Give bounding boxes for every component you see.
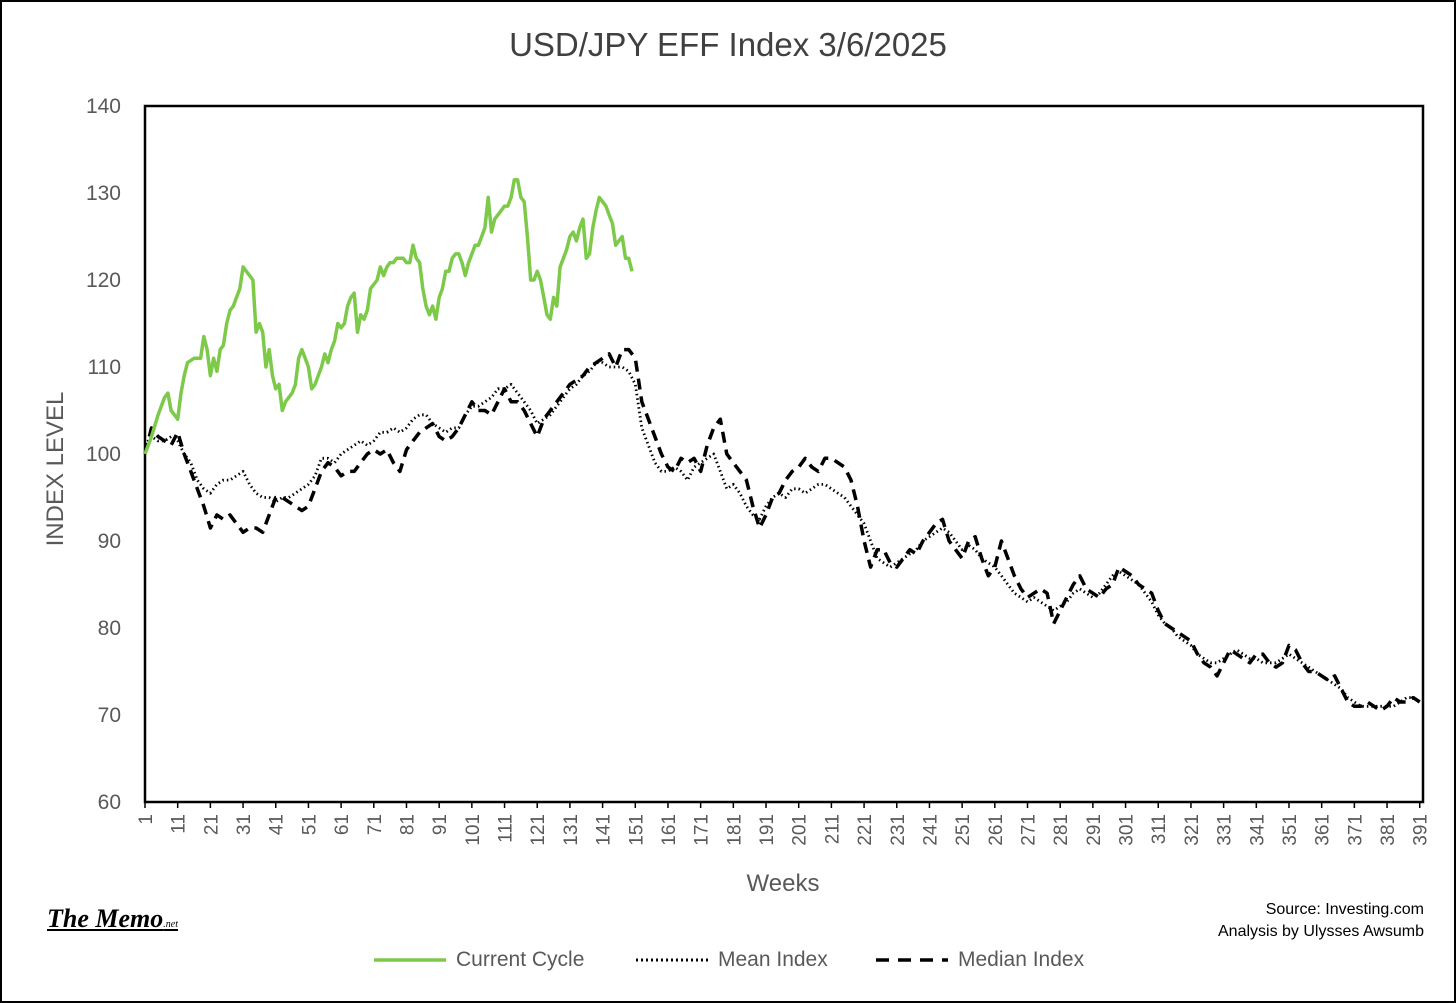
legend-label: Median Index (958, 948, 1085, 971)
legend-label: Mean Index (718, 948, 828, 971)
x-tick-label: 1 (136, 814, 157, 825)
chart-title: USD/JPY EFF Index 3/6/2025 (509, 26, 947, 63)
y-tick-label: 110 (88, 356, 121, 379)
x-axis-label: Weeks (746, 870, 820, 897)
x-tick-label: 21 (201, 814, 222, 835)
x-tick-label: 211 (822, 814, 843, 844)
brand-name: The Memo (47, 904, 164, 933)
x-tick-label: 151 (626, 814, 647, 846)
x-tick-label: 251 (953, 814, 974, 846)
x-tick-label: 301 (1117, 814, 1138, 846)
series-median-index-line (143, 347, 1421, 713)
x-tick-label: 81 (397, 814, 418, 835)
x-tick-label: 141 (594, 814, 615, 846)
x-tick-label: 331 (1215, 814, 1236, 846)
y-tick-label: 140 (86, 95, 121, 118)
y-tick-label: 130 (86, 182, 121, 205)
brand-suffix: .net (163, 919, 178, 930)
legend-swatch-current-cycle-icon (374, 958, 446, 962)
x-tick-label: 341 (1247, 814, 1268, 846)
x-tick-label: 231 (888, 814, 909, 846)
x-tick-label: 131 (561, 814, 582, 846)
x-tick-label: 381 (1378, 814, 1399, 846)
legend-label: Current Cycle (456, 948, 585, 971)
legend-item-current-cycle: Current Cycle (374, 948, 584, 972)
x-tick-label: 261 (986, 814, 1007, 846)
series-current-cycle-line (143, 178, 634, 455)
y-tick-label: 80 (98, 617, 121, 640)
x-tick-label: 361 (1313, 814, 1334, 846)
analysis-line: Analysis by Ulysses Awsumb (1218, 923, 1424, 940)
x-tick-label: 271 (1019, 814, 1040, 846)
x-tick-label: 281 (1051, 814, 1072, 846)
x-tick-label: 71 (365, 814, 386, 835)
x-tick-label: 51 (299, 814, 320, 835)
x-tick-label: 121 (528, 814, 549, 846)
x-tick-label: 41 (267, 814, 288, 835)
y-tick-label: 70 (98, 704, 121, 727)
plot-area-border (143, 104, 1425, 804)
y-tick-label: 100 (86, 443, 121, 466)
brand-logo: The Memo.net (47, 904, 178, 934)
y-tick-label: 120 (86, 269, 121, 292)
y-tick-label: 60 (98, 791, 121, 814)
x-tick-label: 111 (496, 814, 517, 843)
legend-item-median-index: Median Index (876, 948, 1084, 972)
x-tick-label: 201 (790, 814, 811, 846)
x-tick-label: 11 (169, 814, 190, 834)
x-tick-label: 291 (1084, 814, 1105, 846)
y-axis-label: INDEX LEVEL (42, 391, 69, 547)
series-mean-index-line (143, 361, 1421, 708)
legend-item-mean-index: Mean Index (636, 948, 828, 972)
x-tick-label: 351 (1280, 814, 1301, 846)
x-tick-label: 221 (855, 814, 876, 846)
x-tick-label: 391 (1411, 814, 1432, 846)
x-tick-label: 61 (332, 814, 353, 835)
x-tick-label: 321 (1182, 814, 1203, 846)
x-tick-label: 371 (1345, 814, 1366, 846)
source-note: Source: Investing.com Analysis by Ulysse… (1218, 899, 1424, 943)
legend-swatch-median-index-icon (876, 958, 948, 962)
y-tick-label: 90 (98, 530, 121, 553)
x-tick-label: 161 (659, 814, 680, 846)
x-tick-label: 91 (430, 814, 451, 835)
x-tick-label: 191 (757, 814, 778, 846)
x-tick-label: 171 (692, 814, 713, 846)
x-tick-label: 31 (234, 814, 255, 835)
x-tick-label: 311 (1149, 814, 1170, 844)
x-tick-label: 181 (724, 814, 745, 846)
legend-swatch-mean-index-icon (636, 958, 708, 962)
chart-legend: Current Cycle Mean Index Median Index (0, 948, 1456, 978)
source-line: Source: Investing.com (1265, 901, 1424, 918)
x-tick-label: 241 (920, 814, 941, 846)
x-tick-label: 101 (463, 814, 484, 846)
